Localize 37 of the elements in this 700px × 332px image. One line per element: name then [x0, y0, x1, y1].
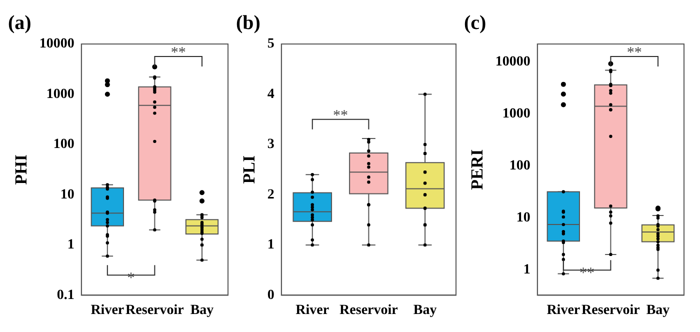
y-tick-label: 0: [267, 288, 274, 303]
y-tick-label: 2: [267, 187, 274, 202]
x-tick-label: Reservoir: [582, 303, 640, 318]
x-tick-label: River: [546, 303, 580, 318]
y-tick-label: 10000: [495, 54, 530, 70]
chart-title: (a): [8, 12, 32, 34]
annotation: **: [333, 108, 348, 124]
y-tick-label: 1000: [46, 86, 74, 102]
y-tick-label: 10: [60, 187, 74, 202]
y-tick-label: 5: [267, 36, 274, 52]
y-axis-title: PHI: [12, 154, 31, 185]
chart-title: (c): [464, 12, 486, 34]
x-tick-label: River: [90, 303, 124, 318]
chart-title: (b): [236, 12, 260, 34]
y-tick-label: 1000: [502, 106, 530, 122]
y-tick-label: 10000: [39, 36, 74, 52]
x-tick-label: Reservoir: [340, 303, 398, 318]
y-axis-title: PERI: [468, 148, 487, 190]
y-tick-label: 10: [516, 210, 530, 226]
y-tick-label: 1: [523, 262, 530, 278]
x-tick-label: Bay: [413, 303, 437, 318]
y-tick-label: 100: [53, 137, 74, 152]
y-tick-label: 1: [267, 238, 274, 253]
y-axis-title: PLI: [240, 155, 259, 184]
y-tick-label: 0.1: [56, 288, 74, 303]
y-tick-label: 3: [267, 137, 274, 152]
x-tick-label: Bay: [646, 303, 670, 318]
y-tick-label: 100: [509, 158, 530, 174]
annotation: *: [127, 270, 135, 287]
x-tick-label: River: [296, 303, 330, 318]
annotation: **: [170, 45, 186, 61]
y-tick-label: 1: [67, 238, 74, 253]
y-tick-label: 4: [267, 86, 274, 102]
x-tick-label: Reservoir: [126, 303, 184, 318]
annotation: **: [580, 266, 595, 282]
x-tick-label: Bay: [190, 303, 214, 318]
annotation: **: [626, 45, 642, 61]
